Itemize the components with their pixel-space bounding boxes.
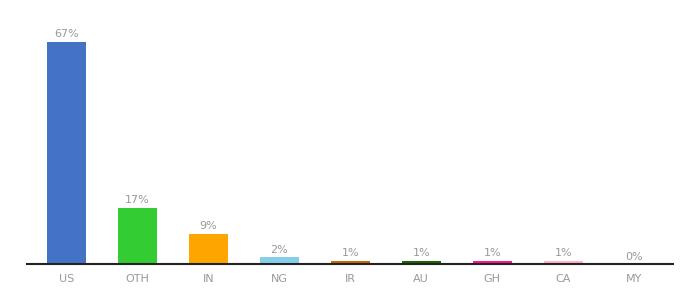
Bar <box>260 257 299 264</box>
Bar <box>188 234 228 264</box>
Text: 1%: 1% <box>554 248 572 258</box>
Bar <box>118 208 157 264</box>
Bar <box>473 261 511 264</box>
Text: 1%: 1% <box>341 248 359 258</box>
Text: 17%: 17% <box>125 195 150 205</box>
Bar <box>402 261 441 264</box>
Text: 67%: 67% <box>54 29 79 39</box>
Text: 0%: 0% <box>626 252 643 262</box>
Text: 1%: 1% <box>412 248 430 258</box>
Bar <box>47 42 86 264</box>
Text: 2%: 2% <box>271 245 288 255</box>
Text: 9%: 9% <box>199 221 217 232</box>
Bar <box>543 261 583 264</box>
Bar <box>330 261 370 264</box>
Text: 1%: 1% <box>483 248 501 258</box>
